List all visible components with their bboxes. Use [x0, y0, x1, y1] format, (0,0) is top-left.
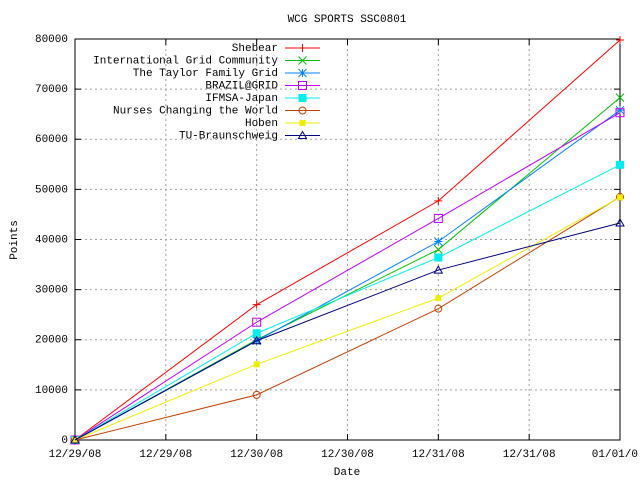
y-axis-label: Points: [9, 220, 21, 260]
marker: [70, 434, 80, 444]
marker: [434, 253, 443, 262]
series-line: [74, 164, 621, 441]
legend-label: Nurses Changing the World: [113, 105, 278, 117]
plot-frame: [74, 38, 621, 441]
marker: [616, 36, 624, 45]
marker: [617, 194, 623, 201]
legend-marker: [299, 120, 306, 126]
legend-label: Shebear: [232, 43, 278, 55]
legend-label: IFMSA-Japan: [205, 93, 278, 105]
marker: [251, 335, 262, 345]
marker: [433, 245, 443, 254]
marker: [433, 237, 443, 246]
marker: [615, 93, 625, 102]
y-tick-label: 80000: [35, 34, 68, 46]
y-tick-label: 70000: [35, 84, 68, 96]
marker: [434, 304, 443, 313]
marker: [616, 160, 624, 169]
series-line: [74, 112, 621, 441]
series-line: [74, 39, 621, 441]
legend-marker: [298, 106, 307, 115]
x-tick-label: 12/30/08: [230, 449, 283, 461]
legend-label: BRAZIL@GRID: [205, 80, 278, 92]
y-tick-label: 20000: [35, 335, 68, 347]
x-tick-label: 12/31/08: [412, 449, 465, 461]
legend-marker: [298, 56, 307, 65]
y-tick-label: 30000: [35, 285, 68, 297]
x-tick-label: 12/29/08: [49, 449, 102, 461]
y-tick-label: 50000: [35, 184, 68, 196]
marker: [435, 295, 442, 302]
marker: [434, 196, 443, 205]
x-tick-label: 12/29/08: [139, 449, 192, 461]
x-tick-label: 01/01/0: [592, 449, 638, 461]
legend-label: The Taylor Family Grid: [133, 68, 278, 80]
marker: [252, 329, 261, 338]
y-tick-label: 40000: [35, 234, 68, 246]
marker: [252, 300, 261, 309]
series-line: [74, 196, 621, 441]
legend-label: Hoben: [245, 118, 278, 130]
x-tick-label: 12/31/08: [503, 449, 556, 461]
chart-title: WCG SPORTS SSC0801: [288, 14, 407, 26]
series-line: [74, 196, 621, 441]
legend-marker: [297, 130, 308, 139]
y-tick-label: 10000: [35, 385, 68, 397]
legend-marker: [298, 94, 307, 102]
series-line: [74, 222, 621, 441]
marker: [615, 108, 625, 118]
marker: [252, 390, 261, 399]
legend-label: International Grid Community: [93, 55, 278, 67]
legend-marker: [298, 81, 307, 90]
legend-marker: [298, 44, 307, 52]
marker: [252, 317, 262, 327]
y-tick-label: 0: [61, 435, 68, 447]
marker: [615, 105, 625, 115]
legend-label: TU-Braunschweig: [179, 130, 278, 142]
x-axis-label: Date: [334, 467, 360, 479]
marker: [433, 213, 443, 223]
y-tick-label: 60000: [35, 134, 68, 146]
x-tick-label: 12/30/08: [321, 449, 374, 461]
legend-marker: [298, 68, 307, 78]
marker: [433, 265, 444, 274]
marker: [615, 217, 625, 227]
marker: [253, 361, 260, 368]
